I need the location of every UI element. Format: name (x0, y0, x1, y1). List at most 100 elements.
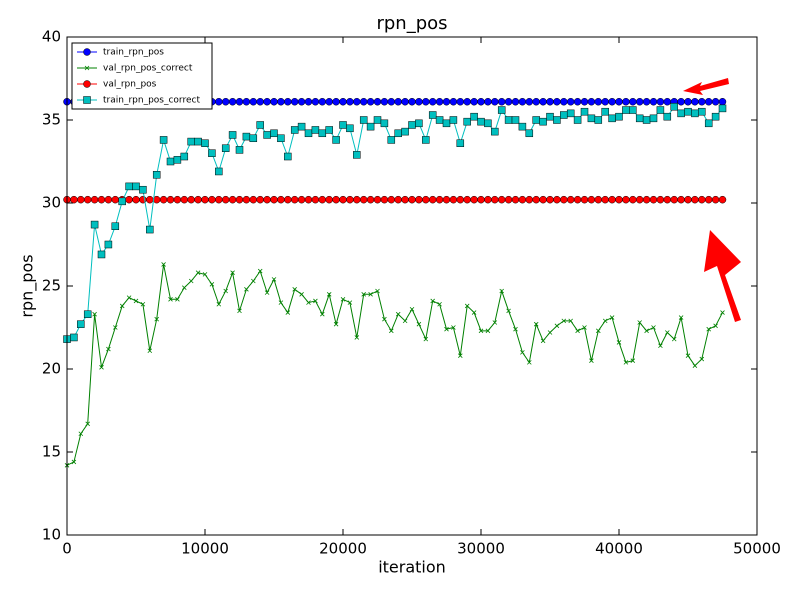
point (285, 310, 291, 315)
point (256, 121, 264, 129)
series-line (66, 264, 723, 466)
point (209, 282, 215, 287)
point (691, 195, 699, 204)
legend-box (71, 42, 213, 110)
point (118, 197, 126, 206)
point (125, 182, 133, 191)
point (642, 195, 651, 204)
point (119, 303, 125, 309)
point (304, 195, 313, 204)
point (215, 97, 223, 106)
point (263, 195, 271, 204)
point (175, 296, 180, 302)
point (637, 320, 642, 325)
point (161, 262, 166, 267)
point (594, 116, 603, 124)
point (560, 111, 568, 119)
point (656, 106, 665, 114)
x-tick-label: 40000 (595, 540, 643, 558)
point (132, 182, 140, 191)
point (359, 116, 368, 124)
point (83, 195, 92, 204)
point (353, 97, 361, 106)
point (566, 195, 575, 204)
point (132, 195, 140, 204)
x-axis-label: iteration (378, 558, 446, 577)
point (71, 459, 77, 465)
point (602, 318, 608, 324)
point (663, 97, 672, 106)
point (292, 287, 297, 292)
point (704, 97, 713, 106)
point (290, 97, 299, 106)
legend-label: val_rpn_pos (103, 80, 157, 90)
y-tick-label: 15 (42, 443, 61, 461)
x-tick-label: 20000 (319, 540, 367, 558)
point (656, 195, 665, 204)
point (601, 97, 609, 106)
point (492, 320, 498, 325)
point (353, 151, 361, 159)
point (368, 292, 373, 297)
point (332, 97, 340, 106)
point (580, 97, 589, 106)
point (587, 114, 596, 123)
point (527, 360, 532, 365)
point (394, 129, 402, 138)
point (235, 195, 244, 204)
point (622, 97, 630, 106)
point (430, 298, 435, 304)
point (223, 288, 228, 294)
arrow (704, 230, 741, 322)
point (568, 318, 573, 324)
point (147, 348, 153, 354)
point (435, 116, 444, 124)
point (347, 300, 353, 305)
point (263, 131, 271, 139)
point (520, 350, 525, 355)
point (408, 97, 416, 106)
point (511, 195, 520, 204)
point (242, 132, 251, 141)
point (159, 136, 168, 144)
point (409, 306, 415, 312)
point (249, 134, 258, 143)
point (665, 330, 670, 335)
point (582, 325, 587, 330)
point (146, 195, 154, 204)
point (684, 97, 692, 106)
point (228, 97, 237, 106)
point (359, 97, 368, 106)
point (656, 97, 665, 106)
point (401, 195, 409, 204)
point (256, 97, 264, 106)
legend-marker (83, 80, 91, 88)
point (173, 195, 182, 204)
point (594, 195, 603, 204)
point (277, 134, 285, 143)
point (77, 195, 85, 204)
point (166, 195, 175, 204)
point (532, 195, 540, 204)
point (573, 116, 582, 124)
point (573, 97, 582, 106)
point (720, 310, 725, 315)
point (297, 97, 306, 106)
legend-marker (84, 65, 90, 71)
point (422, 136, 430, 144)
point (346, 97, 354, 106)
point (539, 117, 547, 126)
point (326, 292, 332, 297)
x-tick-label: 30000 (457, 540, 505, 558)
point (718, 195, 727, 204)
point (525, 195, 534, 204)
legend-label: train_rpn_pos (103, 48, 164, 58)
point (511, 97, 520, 106)
point (187, 137, 195, 146)
point (140, 301, 146, 307)
point (235, 97, 244, 106)
point (401, 127, 409, 136)
point (346, 124, 354, 133)
point (546, 195, 554, 204)
